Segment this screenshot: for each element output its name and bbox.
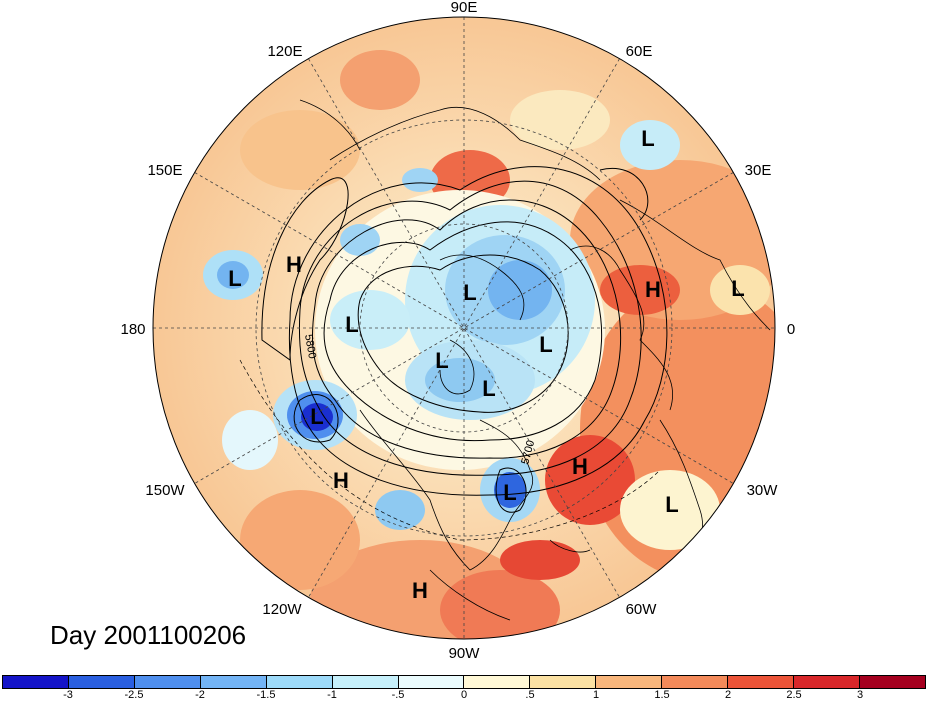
lon-label-150e: 150E [147, 162, 182, 179]
colorbar-cell [200, 676, 267, 688]
colorbar-tick-label: 1.5 [654, 689, 670, 701]
colorbar-tick-label: -1 [327, 689, 337, 701]
colorbar-tick-label: .5 [525, 689, 535, 701]
colorbar-cell [332, 676, 399, 688]
pressure-center: L [482, 376, 495, 401]
pressure-center: L [345, 312, 358, 337]
colorbar-tick-label: -.5 [391, 689, 405, 701]
pressure-center: L [228, 266, 241, 291]
anomaly-field [153, 17, 775, 639]
colorbar-cell [596, 676, 663, 688]
pressure-center: L [539, 332, 552, 357]
colorbar-tick-label: -2.5 [124, 689, 144, 701]
colorbar-tick-label: 2.5 [786, 689, 802, 701]
pressure-center: L [463, 280, 476, 305]
colorbar-tick-label: -2 [195, 689, 205, 701]
lon-label-180: 180 [120, 321, 145, 338]
pressure-center: L [731, 276, 744, 301]
colorbar [2, 675, 926, 689]
colorbar-cell [662, 676, 729, 688]
pressure-center: H [412, 578, 428, 603]
colorbar-labels: -3 -2.5 -2 -1.5 -1 -.5 0 .5 1 1.5 2 2.5 3 [0, 689, 928, 703]
map-border [152, 16, 776, 640]
colorbar-cell [859, 676, 925, 688]
pressure-center: H [572, 454, 588, 479]
colorbar-tick-label: 2 [724, 689, 732, 701]
colorbar-cell [530, 676, 597, 688]
lon-label-60e: 60E [626, 43, 653, 60]
pressure-center: L [665, 492, 678, 517]
pressure-center: L [503, 480, 516, 505]
day-title: Day 2001100206 [50, 620, 247, 650]
colorbar-tick-label: 0 [460, 689, 468, 701]
lon-label-60w: 60W [626, 601, 658, 618]
colorbar-tick-label: 1 [592, 689, 600, 701]
lon-label-120w: 120W [262, 601, 302, 618]
lon-label-0: 0 [787, 321, 795, 338]
colorbar-cell [68, 676, 135, 688]
lon-label-120e: 120E [267, 43, 302, 60]
lon-label-90w: 90W [449, 645, 481, 662]
colorbar-cell [266, 676, 333, 688]
lon-label-30w: 30W [747, 482, 779, 499]
lon-label-30e: 30E [745, 162, 772, 179]
pressure-center: L [641, 126, 654, 151]
lon-label-90e: 90E [451, 0, 478, 16]
pressure-center: H [645, 277, 661, 302]
pressure-center: L [435, 348, 448, 373]
colorbar-tick-label: -3 [63, 689, 73, 701]
lon-label-150w: 150W [145, 482, 185, 499]
colorbar-cell [3, 676, 69, 688]
pressure-center: H [286, 252, 302, 277]
pressure-center: L [310, 404, 323, 429]
colorbar-cell [794, 676, 860, 688]
colorbar-cell [728, 676, 795, 688]
contour-label-5800: 5800 [302, 333, 318, 359]
colorbar-cell [398, 676, 465, 688]
colorbar-cell [464, 676, 531, 688]
pressure-center: H [333, 468, 349, 493]
colorbar-tick-label: -1.5 [256, 689, 276, 701]
colorbar-cell [134, 676, 201, 688]
graticule [153, 17, 775, 639]
colorbar-tick-label: 3 [856, 689, 864, 701]
polar-map: 90E 60E 30E 0 30W 60W 90W 120W 150W 180 … [120, 0, 795, 662]
